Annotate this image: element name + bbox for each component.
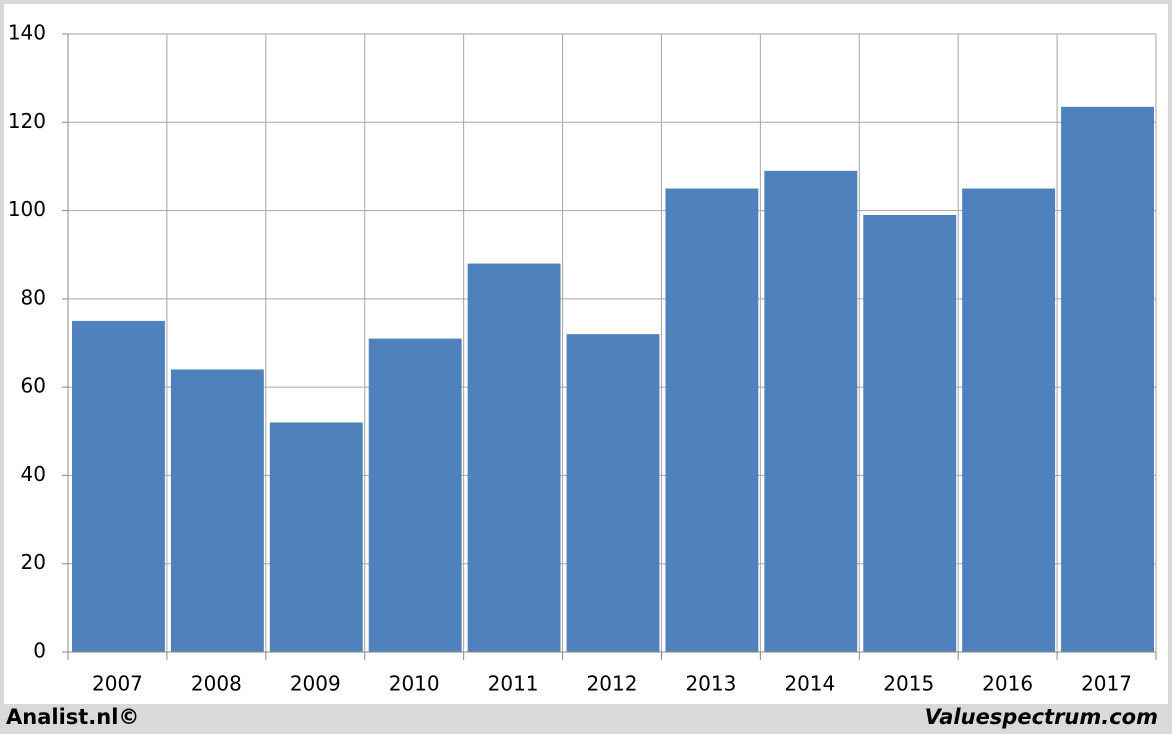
x-tick-label: 2013 xyxy=(685,672,736,696)
y-tick-label: 120 xyxy=(8,109,46,133)
bar xyxy=(566,334,660,652)
y-tick-label: 60 xyxy=(21,374,46,398)
y-tick-label: 140 xyxy=(8,21,46,45)
y-tick-label: 80 xyxy=(21,285,46,309)
x-tick-label: 2017 xyxy=(1081,672,1132,696)
bar xyxy=(764,170,858,653)
bar xyxy=(467,263,561,652)
x-tick-label: 2007 xyxy=(92,672,143,696)
x-tick-label: 2008 xyxy=(191,672,242,696)
y-tick-label: 0 xyxy=(33,639,46,663)
bar xyxy=(863,214,957,652)
x-tick-label: 2011 xyxy=(488,672,539,696)
x-tick-label: 2012 xyxy=(587,672,638,696)
footer-left: Analist.nl© xyxy=(6,705,139,729)
y-tick-label: 40 xyxy=(21,462,46,486)
x-tick-label: 2015 xyxy=(883,672,934,696)
x-tick-label: 2016 xyxy=(982,672,1033,696)
bar xyxy=(962,188,1056,652)
bar xyxy=(269,422,363,652)
bar xyxy=(368,338,462,652)
y-tick-label: 20 xyxy=(21,550,46,574)
bar xyxy=(665,188,759,652)
bar xyxy=(170,369,264,652)
x-tick-label: 2014 xyxy=(784,672,835,696)
footer-right: Valuespectrum.com xyxy=(925,705,1158,729)
y-tick-label: 100 xyxy=(8,197,46,221)
bar xyxy=(1061,106,1154,653)
x-tick-label: 2009 xyxy=(290,672,341,696)
bar xyxy=(72,320,165,652)
x-tick-label: 2010 xyxy=(389,672,440,696)
